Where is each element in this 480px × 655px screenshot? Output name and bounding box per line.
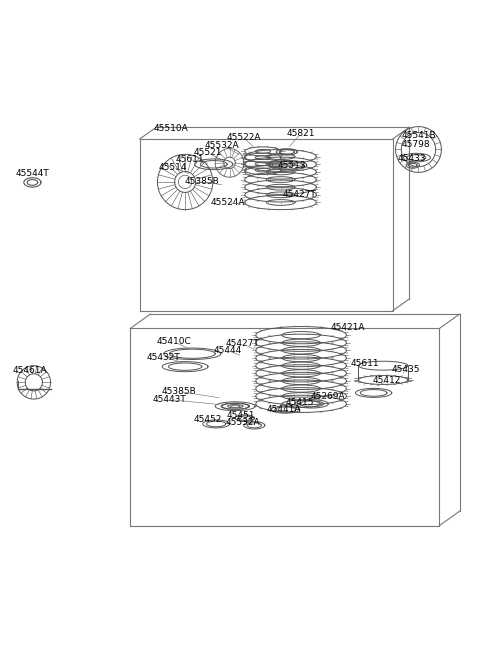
Text: 45385B: 45385B (162, 387, 196, 396)
Text: 45427T: 45427T (226, 339, 259, 348)
Text: 45522A: 45522A (227, 133, 261, 142)
Text: 45521: 45521 (193, 148, 222, 157)
Text: 45385B: 45385B (184, 177, 219, 186)
Text: 45443T: 45443T (153, 395, 186, 404)
Text: 45798: 45798 (401, 140, 430, 149)
Text: 45441A: 45441A (267, 405, 301, 414)
Text: 45514: 45514 (159, 162, 187, 172)
Text: 45821: 45821 (287, 129, 315, 138)
Text: 45544T: 45544T (15, 170, 49, 178)
Text: 45510A: 45510A (154, 124, 188, 134)
Text: 45451: 45451 (227, 411, 255, 420)
Text: 45541B: 45541B (402, 131, 436, 140)
Text: 45513: 45513 (277, 160, 306, 170)
Text: 45461A: 45461A (12, 366, 48, 375)
Text: 45611: 45611 (351, 360, 379, 368)
Text: 45532A: 45532A (225, 419, 260, 428)
Text: 45532A: 45532A (205, 141, 240, 150)
Text: 45524A: 45524A (210, 198, 245, 207)
Text: 45432T: 45432T (147, 352, 180, 362)
Text: 45427T: 45427T (282, 191, 316, 199)
Text: 45452: 45452 (193, 415, 222, 424)
Text: 45435: 45435 (392, 365, 420, 374)
Text: 45433: 45433 (397, 153, 426, 162)
Text: 45421A: 45421A (330, 323, 365, 332)
Text: 45611: 45611 (176, 155, 204, 164)
Text: 45415: 45415 (286, 398, 314, 407)
Text: 45269A: 45269A (311, 392, 346, 402)
Text: 45444: 45444 (214, 346, 242, 355)
Text: 45410C: 45410C (157, 337, 192, 346)
Text: 45412: 45412 (373, 377, 401, 385)
